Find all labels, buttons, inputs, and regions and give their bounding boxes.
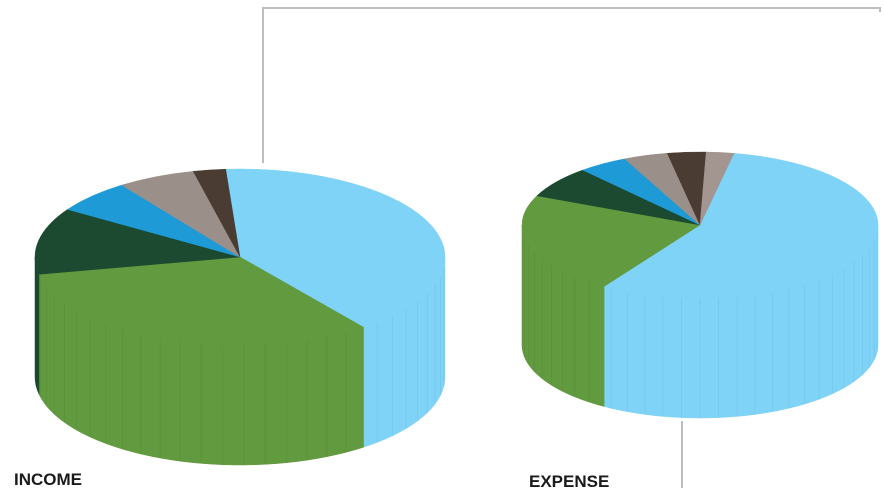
expense-slice-2 [521,195,701,287]
income-slice-1 [225,168,446,328]
expense-pie [521,151,879,419]
income-chart-title: INCOME [14,470,82,489]
income-pie [34,168,446,466]
income-slice-3 [34,209,241,275]
income-slice-2 [38,256,365,346]
income-connector-line [262,7,881,163]
expense-chart-title: EXPENSE [529,472,610,491]
expense-slice-7 [699,151,735,226]
income-slice-6 [192,168,241,258]
expense-slice-1 [603,153,879,299]
